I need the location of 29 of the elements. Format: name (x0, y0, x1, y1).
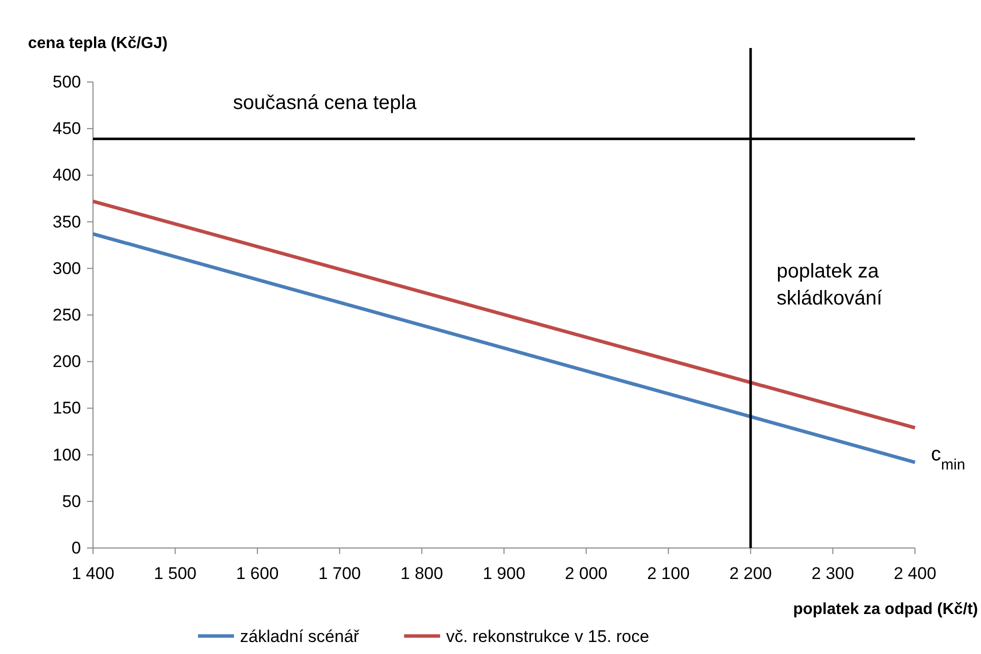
y-tick-label: 500 (52, 72, 81, 92)
y-tick-label: 300 (52, 258, 81, 278)
y-axis-title: cena tepla (Kč/GJ) (28, 35, 168, 52)
y-tick-label: 50 (62, 492, 81, 511)
legend-label: základní scénář (240, 627, 360, 646)
y-tick-label: 400 (52, 166, 81, 185)
annotation: c$_{min}$ (931, 443, 966, 473)
ref-line-label: současná cena tepla (233, 92, 418, 114)
x-tick-label: 1 500 (154, 564, 196, 584)
ref-line-label: poplatek za skládkování (776, 260, 883, 310)
x-tick-label: 2 200 (729, 564, 772, 584)
x-tick-label: 2 300 (812, 564, 854, 584)
x-tick-label: 2 000 (564, 564, 608, 584)
x-tick-label: 1 400 (72, 564, 114, 584)
y-tick-label: 150 (52, 398, 81, 418)
y-tick-label: 450 (52, 119, 81, 138)
x-tick-label: 2 100 (647, 564, 690, 584)
y-tick-label: 200 (52, 352, 81, 372)
y-tick-label: 0 (72, 538, 81, 558)
x-tick-label: 1 900 (482, 564, 526, 584)
x-axis-title: poplatek za odpad (Kč/t) (793, 601, 978, 618)
legend-label: vč. rekonstrukce v 15. roce (446, 627, 650, 646)
x-tick-label: 1 600 (236, 564, 279, 584)
x-tick-label: 1 700 (318, 564, 361, 584)
y-tick-label: 250 (52, 305, 81, 324)
x-tick-label: 2 400 (894, 564, 936, 584)
x-tick-label: 1 800 (400, 564, 444, 584)
y-tick-label: 350 (52, 212, 81, 232)
y-tick-label: 100 (52, 445, 81, 464)
